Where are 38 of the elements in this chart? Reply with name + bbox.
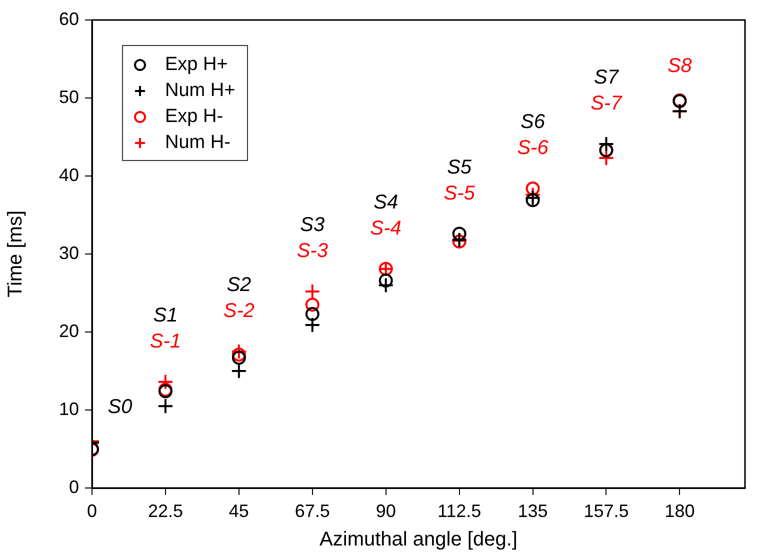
x-tick-label: 22.5 [148,500,183,521]
y-tick-label: 40 [58,164,79,185]
legend-label: Exp H+ [165,53,228,77]
x-axis-title: Azimuthal angle [deg.] [320,528,518,551]
legend-label: Num H+ [165,79,236,103]
annotation: S8 [667,54,692,77]
annotation: S-6 [517,137,550,160]
annotation: S3 [300,214,325,236]
annotation: S-4 [370,217,402,240]
annotation: S-1 [150,330,182,352]
y-tick-label: 60 [58,8,79,29]
annotation: S-3 [296,240,328,262]
annotation: S7 [594,66,620,89]
y-tick-label: 30 [58,242,79,263]
x-tick-label: 112.5 [437,500,482,521]
y-axis-title: Time [ms] [4,210,27,298]
annotation: S1 [153,304,178,326]
y-tick-label: 50 [58,86,79,107]
annotation: S-2 [223,300,254,322]
y-tick-label: 10 [58,398,79,419]
annotation: S5 [447,156,472,178]
annotation: S4 [374,191,398,214]
legend-label: Exp H- [165,105,224,129]
x-tick-label: 157.5 [584,500,629,521]
annotation: S0 [108,396,132,418]
annotation: S6 [520,111,546,134]
legend-label: Num H- [165,131,230,155]
annotation: S-5 [444,182,476,204]
annotation: S-7 [590,92,623,115]
y-tick-label: 0 [68,476,79,497]
x-tick-label: 45 [228,500,249,521]
x-tick-label: 180 [664,500,695,521]
x-tick-label: 0 [86,500,98,521]
x-tick-label: 135 [518,500,548,521]
x-tick-label: 90 [376,500,396,521]
annotation: S2 [226,274,252,296]
y-tick-label: 20 [58,320,79,341]
x-tick-label: 67.5 [294,500,330,521]
